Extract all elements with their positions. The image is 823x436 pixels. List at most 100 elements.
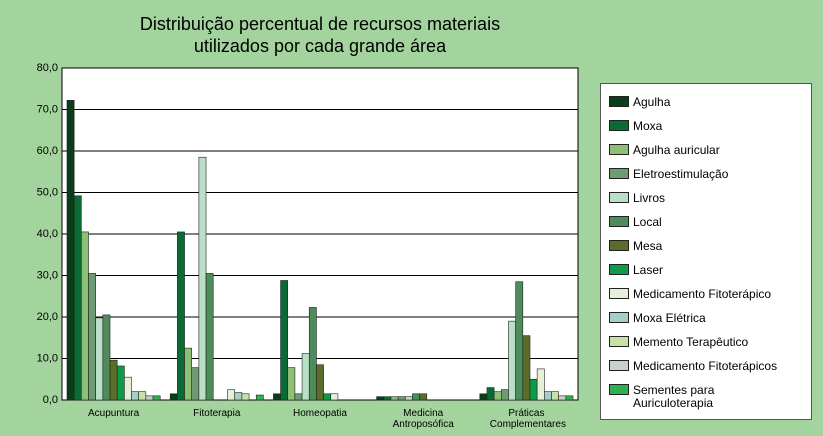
x-tick-label: Práticas Complementares — [489, 408, 566, 430]
bar — [81, 231, 89, 401]
bar — [255, 394, 264, 401]
legend-item: Local — [609, 216, 803, 240]
bar — [508, 320, 516, 401]
legend-swatch — [609, 336, 629, 347]
bar — [131, 391, 139, 401]
bar — [198, 156, 207, 401]
legend-item: Agulha — [609, 96, 803, 120]
bar — [152, 395, 161, 401]
legend-item: Mesa — [609, 240, 803, 264]
bar — [116, 365, 125, 401]
bar — [287, 367, 296, 401]
y-tick-label: 40,0 — [37, 228, 58, 240]
bar — [529, 378, 538, 401]
bar — [205, 273, 214, 401]
bar — [383, 396, 392, 401]
legend-item: Medicamento Fitoterápicos — [609, 360, 803, 384]
legend-label: Agulha — [633, 95, 671, 109]
legend-item: Agulha auricular — [609, 144, 803, 168]
bar — [316, 364, 324, 401]
bar — [565, 395, 574, 401]
bar — [308, 307, 317, 401]
bar — [551, 391, 559, 401]
legend-swatch — [609, 240, 629, 251]
bar — [493, 391, 502, 401]
bar — [486, 387, 495, 401]
y-tick-label: 30,0 — [37, 269, 58, 281]
legend-label: Eletroestimulação — [633, 167, 729, 181]
bar — [301, 353, 310, 401]
legend-label: Agulha auricular — [633, 143, 720, 157]
bar — [390, 396, 399, 401]
legend-swatch — [609, 168, 629, 179]
legend-label: Mesa — [633, 239, 663, 253]
legend-swatch — [609, 144, 629, 155]
bar — [177, 231, 185, 401]
legend-item: Memento Terapêutico — [609, 336, 803, 360]
legend-item: Medicamento Fitoterápico — [609, 288, 803, 312]
legend-item: Sementes para Auriculoterapia — [609, 383, 803, 410]
legend-swatch — [609, 312, 629, 323]
x-tick-label: Fitoterapia — [193, 408, 241, 419]
bar — [397, 396, 406, 401]
y-tick-label: 80,0 — [37, 62, 58, 74]
legend-item: Livros — [609, 192, 803, 216]
bar — [241, 393, 250, 401]
legend-swatch — [609, 216, 629, 227]
bar — [145, 395, 154, 401]
chart-title: Distribuição percentual de recursos mate… — [139, 14, 501, 34]
legend-swatch — [609, 96, 629, 107]
bar — [227, 389, 236, 401]
x-tick-label: Acupuntura — [88, 408, 140, 419]
legend-item: Laser — [609, 264, 803, 288]
legend-label: Moxa Elétrica — [633, 311, 706, 325]
x-tick-label: Homeopatia — [293, 408, 347, 419]
x-tick-label: Medicina Antroposófica — [392, 408, 454, 430]
legend-swatch — [609, 264, 629, 275]
bar — [404, 396, 413, 401]
bar — [376, 396, 385, 401]
bar — [544, 391, 552, 401]
bar — [501, 389, 509, 401]
bar — [184, 347, 193, 401]
legend-label: Laser — [633, 263, 664, 277]
legend-item: Moxa Elétrica — [609, 312, 803, 336]
legend-label: Livros — [633, 191, 666, 205]
legend-label: Moxa — [633, 119, 663, 133]
bar — [169, 393, 178, 401]
y-tick-label: 50,0 — [37, 186, 58, 198]
legend-swatch — [609, 192, 629, 203]
legend-label: Medicamento Fitoterápico — [633, 287, 772, 301]
bar — [138, 391, 147, 401]
legend-label: Medicamento Fitoterápicos — [633, 359, 778, 373]
bar — [558, 395, 567, 401]
bar — [73, 195, 82, 401]
y-tick-label: 70,0 — [37, 103, 58, 115]
legend-label: Local — [633, 215, 662, 229]
legend-label: Sementes para Auriculoterapia — [633, 383, 715, 410]
legend: Agulha Moxa Agulha auricular Eletroestimula… — [600, 83, 812, 420]
bar — [522, 335, 531, 401]
bar — [95, 317, 104, 401]
bar — [294, 393, 303, 401]
bar — [273, 393, 281, 401]
bar — [234, 392, 243, 401]
bar — [323, 393, 332, 401]
legend-swatch — [609, 288, 629, 299]
legend-item: Moxa — [609, 120, 803, 144]
chart-title: utilizados por cada grande área — [193, 36, 447, 56]
legend-item: Eletroestimulação — [609, 168, 803, 192]
bar — [515, 281, 524, 401]
y-tick-label: 20,0 — [37, 311, 58, 323]
y-tick-label: 0,0 — [43, 394, 58, 406]
legend-swatch — [609, 360, 629, 371]
bar — [124, 376, 132, 401]
legend-swatch — [609, 120, 629, 131]
bar — [66, 100, 75, 401]
bar — [191, 367, 200, 401]
legend-label: Memento Terapêutico — [633, 335, 749, 349]
bar — [280, 280, 289, 401]
y-tick-label: 60,0 — [37, 145, 58, 157]
